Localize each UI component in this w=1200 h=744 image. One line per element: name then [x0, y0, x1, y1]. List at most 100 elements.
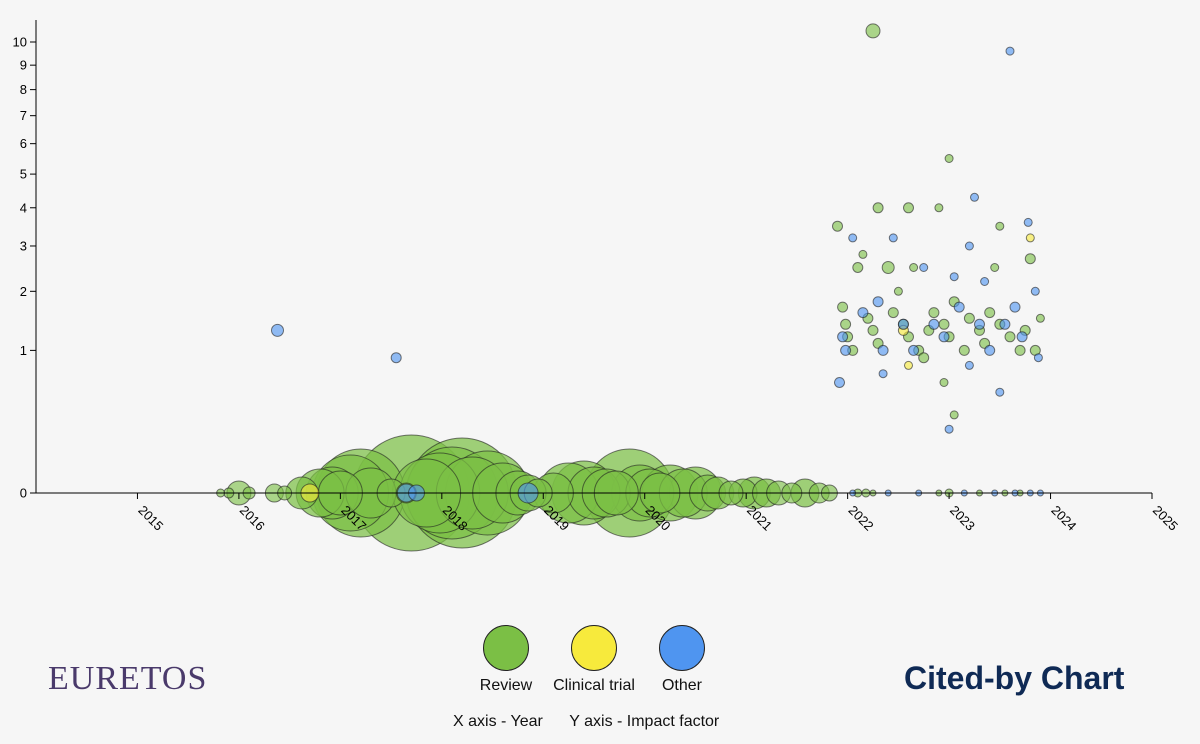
clinical-trial-swatch-icon: [571, 625, 617, 671]
data-point-review[interactable]: [918, 352, 930, 364]
data-point-review[interactable]: [858, 249, 868, 259]
data-point-other[interactable]: [857, 307, 869, 319]
data-point-review[interactable]: [963, 312, 975, 324]
x-tick-label: 2025: [1150, 503, 1181, 534]
scatter-chart: 2015 2016 2017 2018 2019 2020 2021 2022 2023 2024…: [13, 20, 1181, 552]
data-point-other[interactable]: [897, 318, 909, 330]
data-point-other[interactable]: [919, 263, 929, 272]
review-swatch-icon: [483, 625, 529, 671]
data-point-review[interactable]: [938, 318, 950, 330]
data-point-review[interactable]: [837, 301, 849, 313]
data-point-other[interactable]: [1023, 217, 1033, 227]
data-point-other[interactable]: [840, 344, 852, 356]
data-point-review[interactable]: [990, 263, 1000, 272]
data-point-review[interactable]: [1004, 331, 1016, 343]
data-point-review[interactable]: [984, 307, 996, 319]
data-point-clinical[interactable]: [904, 360, 913, 370]
data-point-review[interactable]: [832, 220, 843, 232]
data-point-other[interactable]: [980, 277, 990, 286]
x-tick-label: 2022: [846, 503, 877, 534]
chart-title: Cited-by Chart: [904, 660, 1125, 696]
data-point-other[interactable]: [908, 344, 920, 356]
data-point-review[interactable]: [887, 307, 899, 319]
data-point-other[interactable]: [970, 192, 979, 202]
y-tick-label: 6: [20, 136, 27, 151]
data-point-other[interactable]: [390, 352, 402, 364]
y-tick-label: 10: [13, 35, 27, 50]
data-point-review[interactable]: [909, 263, 919, 272]
legend-item-review: Review: [446, 625, 566, 695]
data-point-review[interactable]: [872, 202, 884, 214]
y-tick-label: 2: [20, 284, 27, 299]
legend-label-clinical-trial: Clinical trial: [553, 677, 635, 694]
data-point-other[interactable]: [949, 272, 959, 282]
x-tick-label: 2021: [744, 503, 775, 534]
data-point-review[interactable]: [865, 23, 881, 39]
data-point-clinical[interactable]: [1025, 233, 1035, 243]
data-point-other[interactable]: [837, 331, 849, 343]
data-point-review[interactable]: [958, 344, 970, 356]
data-point-other[interactable]: [888, 233, 898, 243]
data-point-other[interactable]: [964, 360, 974, 370]
data-point-review[interactable]: [1024, 253, 1036, 265]
y-tick-label: 3: [20, 238, 27, 253]
x-tick-label: 2023: [947, 503, 978, 534]
data-point-other[interactable]: [999, 318, 1011, 330]
data-point-other[interactable]: [271, 323, 284, 337]
x-tick-label: 2016: [237, 503, 268, 534]
y-axis-note: Y axis - Impact factor: [569, 713, 720, 730]
data-point-review[interactable]: [934, 203, 944, 213]
data-point-other[interactable]: [834, 377, 845, 388]
data-point-other[interactable]: [1033, 353, 1043, 363]
other-swatch-icon: [659, 625, 705, 671]
data-point-review[interactable]: [939, 378, 949, 387]
logo-text: EURETOS: [48, 660, 208, 697]
legend-label-review: Review: [479, 677, 533, 694]
data-point-other[interactable]: [1030, 286, 1040, 296]
plot-area: 2015 2016 2017 2018 2019 2020 2021 2022 2023 2024…: [13, 20, 1181, 552]
data-point-other[interactable]: [1005, 46, 1015, 56]
y-tick-label: 9: [20, 58, 27, 73]
data-point-other[interactable]: [848, 233, 858, 243]
y-tick-label: 5: [20, 167, 27, 182]
data-point-other[interactable]: [953, 301, 965, 313]
legend-item-other: Other: [622, 625, 742, 695]
data-point-other[interactable]: [877, 344, 889, 356]
data-point-other[interactable]: [928, 318, 940, 330]
data-point-other[interactable]: [938, 331, 950, 343]
legend-label-other: Other: [661, 677, 702, 694]
x-tick-label: 2024: [1048, 503, 1079, 534]
data-point-other[interactable]: [872, 296, 884, 308]
data-point-review[interactable]: [881, 261, 895, 274]
data-point-review[interactable]: [1035, 313, 1045, 323]
y-tick-label: 4: [20, 200, 27, 215]
data-point-other[interactable]: [1016, 331, 1028, 343]
data-point-other[interactable]: [944, 424, 954, 434]
data-point-review[interactable]: [840, 318, 852, 330]
x-axis-note: X axis - Year: [453, 713, 543, 730]
axis-note: X axis - Year Y axis - Impact factor: [453, 713, 719, 731]
data-point-review[interactable]: [995, 221, 1005, 231]
legend-item-clinical-trial: Clinical trial: [534, 625, 654, 695]
data-point-other[interactable]: [984, 344, 996, 356]
y-tick-label: 8: [20, 82, 27, 97]
x-tick-label: 2015: [135, 503, 166, 534]
data-point-review[interactable]: [893, 286, 903, 296]
data-point-review[interactable]: [1014, 344, 1026, 356]
euretos-logo: EURETOS: [48, 660, 207, 698]
data-point-review[interactable]: [928, 307, 940, 319]
data-point-review[interactable]: [867, 324, 879, 336]
data-point-other[interactable]: [1009, 301, 1021, 313]
y-tick-label: 1: [20, 343, 27, 358]
y-tick-label: 7: [20, 108, 27, 123]
y-tick-label: 0: [20, 486, 27, 501]
data-point-review[interactable]: [852, 262, 864, 273]
data-point-review[interactable]: [944, 154, 954, 163]
data-point-other[interactable]: [964, 241, 974, 251]
data-point-other[interactable]: [878, 369, 888, 379]
data-point-review[interactable]: [903, 202, 914, 214]
data-point-other[interactable]: [995, 387, 1005, 397]
data-point-review[interactable]: [949, 410, 959, 420]
data-point-other[interactable]: [974, 318, 985, 330]
